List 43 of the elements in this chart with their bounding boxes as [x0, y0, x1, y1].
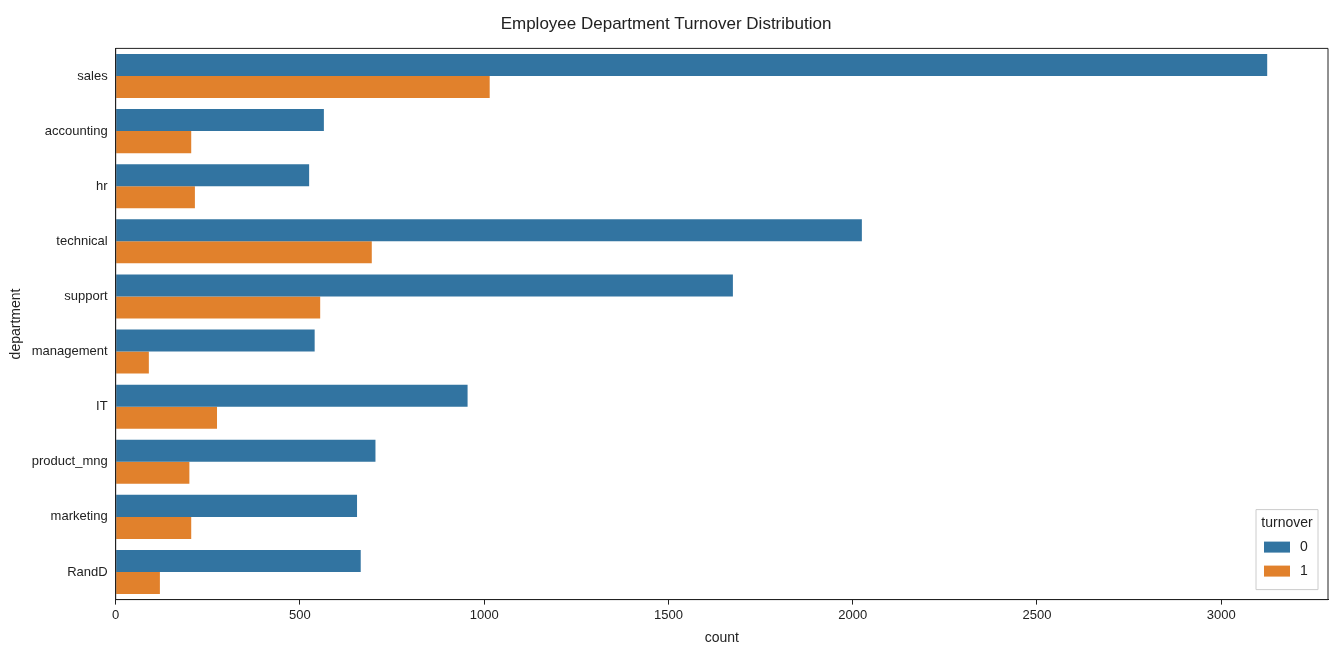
bar [116, 241, 372, 264]
y-tick-label: management [31, 343, 109, 359]
y-tick-label: technical [56, 232, 108, 248]
x-axis-title: count [704, 629, 740, 646]
legend-label: 0 [1300, 538, 1308, 555]
bar [116, 439, 376, 462]
bar [116, 109, 324, 132]
bar [116, 406, 218, 429]
x-tick-label: 2000 [838, 606, 868, 622]
y-tick-label: support [64, 288, 109, 304]
x-tick-label: 1000 [469, 606, 499, 622]
bar [116, 461, 190, 484]
bar [116, 219, 862, 242]
bar [116, 274, 733, 297]
bar [116, 75, 490, 99]
y-tick-label: product_mng [31, 453, 108, 469]
x-tick-label: 500 [289, 606, 311, 622]
x-tick-label: 0 [112, 606, 120, 622]
bar [116, 296, 321, 319]
bar [116, 351, 149, 374]
y-tick-label: RandD [67, 563, 108, 579]
bar [116, 572, 160, 595]
y-tick-label: marketing [50, 508, 108, 524]
bar [116, 516, 192, 539]
bar [116, 186, 195, 209]
y-tick-label: IT [96, 398, 108, 414]
legend-label: 1 [1300, 562, 1308, 579]
y-tick-label: sales [77, 67, 109, 83]
y-tick-label: hr [96, 177, 109, 193]
bar [116, 329, 315, 352]
legend-title: turnover [1261, 514, 1314, 531]
y-axis-title: department [7, 288, 24, 360]
bar [116, 131, 192, 154]
bar [116, 494, 358, 517]
bar [116, 164, 310, 187]
x-tick-label: 3000 [1206, 606, 1236, 622]
chart-title: Employee Department Turnover Distribution [500, 13, 832, 33]
bar [116, 384, 468, 407]
bar [116, 549, 361, 573]
x-tick-label: 2500 [1022, 606, 1052, 622]
bar [116, 53, 1268, 76]
y-tick-label: accounting [44, 122, 108, 138]
x-tick-label: 1500 [653, 606, 683, 622]
